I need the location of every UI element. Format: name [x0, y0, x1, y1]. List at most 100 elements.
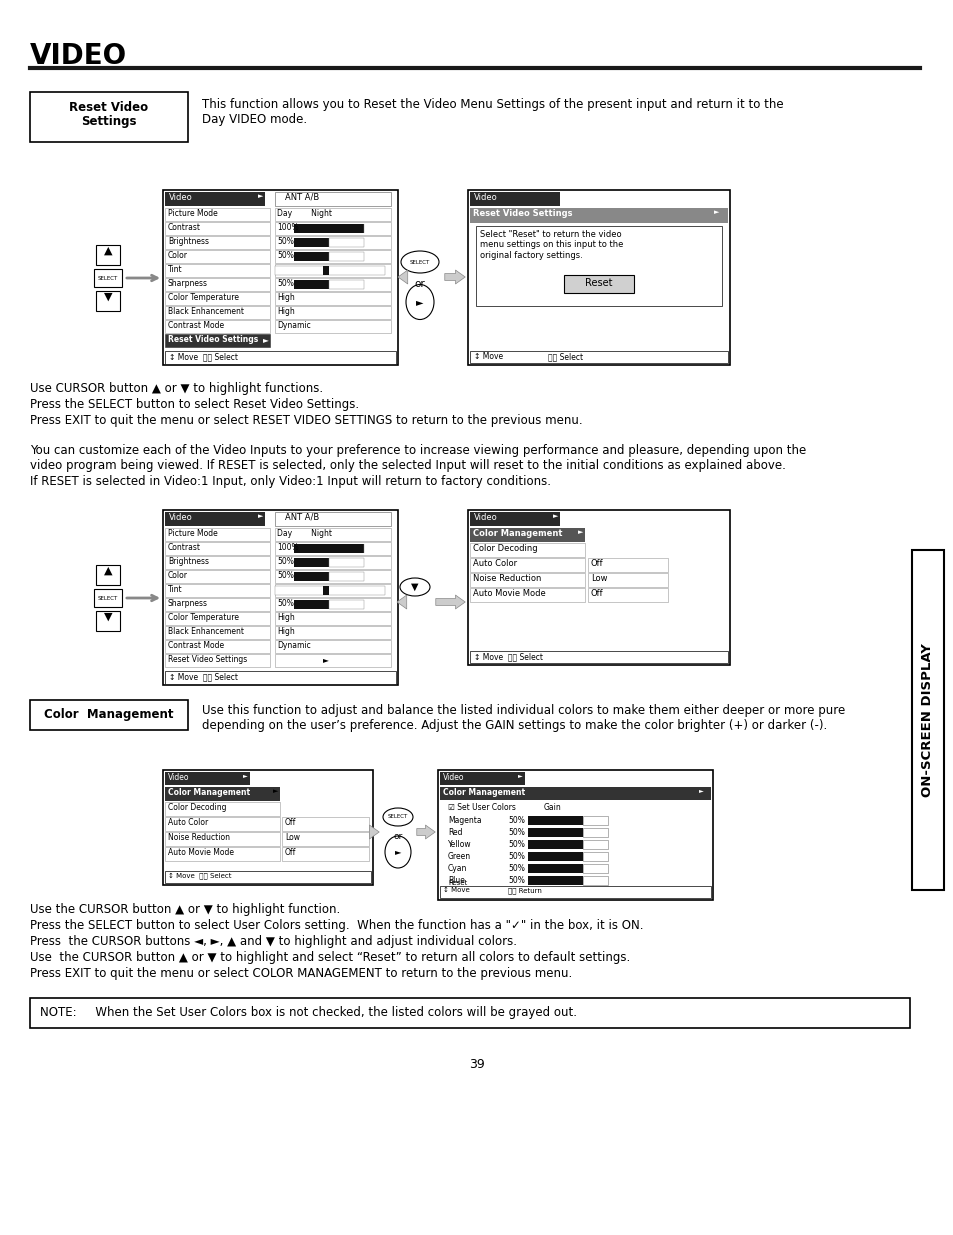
Bar: [294, 280, 329, 289]
Text: Brightness: Brightness: [168, 557, 209, 566]
Bar: [163, 190, 397, 366]
Bar: [911, 550, 943, 890]
Bar: [294, 600, 329, 609]
Text: ▲: ▲: [104, 566, 112, 576]
Bar: [165, 871, 371, 883]
Text: ↕ Move: ↕ Move: [474, 352, 502, 361]
Text: 50%: 50%: [276, 599, 294, 608]
Bar: [165, 626, 270, 638]
Text: Contrast: Contrast: [168, 224, 201, 232]
Text: 50%: 50%: [507, 852, 524, 861]
Text: SELECT: SELECT: [98, 275, 118, 280]
Ellipse shape: [382, 808, 413, 826]
Bar: [329, 280, 364, 289]
Bar: [274, 264, 391, 277]
Bar: [94, 589, 122, 606]
Bar: [329, 572, 364, 580]
Text: Color: Color: [168, 571, 188, 580]
Text: 50%: 50%: [276, 237, 294, 246]
Text: Use this function to adjust and balance the listed individual colors to make the: Use this function to adjust and balance …: [202, 704, 844, 732]
Text: Video: Video: [169, 193, 193, 203]
Bar: [282, 832, 369, 846]
Text: ►: ►: [713, 209, 719, 215]
Bar: [582, 840, 607, 848]
Bar: [165, 598, 270, 611]
Text: Color Decoding: Color Decoding: [473, 543, 537, 553]
Bar: [329, 238, 364, 247]
Text: 39: 39: [469, 1058, 484, 1071]
Text: Gain: Gain: [543, 803, 561, 811]
Text: Off: Off: [285, 818, 296, 827]
Text: 50%: 50%: [276, 571, 294, 580]
Bar: [165, 278, 270, 291]
Text: Color Management: Color Management: [473, 529, 562, 538]
Text: Use  the CURSOR button ▲ or ▼ to highlight and select “Reset” to return all colo: Use the CURSOR button ▲ or ▼ to highligh…: [30, 951, 630, 965]
Bar: [323, 585, 329, 595]
Bar: [165, 584, 270, 597]
Bar: [582, 864, 607, 873]
Text: Press EXIT to quit the menu or select COLOR MANAGEMENT to return to the previous: Press EXIT to quit the menu or select CO…: [30, 967, 572, 981]
Text: Select "Reset" to return the video
menu settings on this input to the
original f: Select "Reset" to return the video menu …: [479, 230, 622, 259]
Text: Brightness: Brightness: [168, 237, 209, 246]
Bar: [527, 816, 582, 825]
Bar: [439, 787, 710, 800]
Bar: [587, 558, 667, 572]
Bar: [282, 818, 369, 831]
Text: Picture Mode: Picture Mode: [168, 529, 217, 538]
Text: ↕ Move  ⓈⓅ Select: ↕ Move ⓈⓅ Select: [168, 872, 232, 879]
Text: Low: Low: [590, 574, 607, 583]
Bar: [582, 852, 607, 861]
Bar: [274, 542, 391, 555]
Bar: [274, 266, 385, 275]
Text: ▲: ▲: [104, 246, 112, 256]
Text: Off: Off: [590, 589, 603, 598]
Bar: [165, 291, 270, 305]
Text: Yellow: Yellow: [448, 840, 471, 848]
Bar: [165, 818, 280, 831]
Bar: [165, 333, 270, 347]
Text: or: or: [415, 279, 425, 289]
Bar: [470, 191, 559, 206]
Text: 100%: 100%: [276, 224, 298, 232]
Ellipse shape: [406, 284, 434, 320]
Bar: [470, 529, 584, 542]
Text: ▼: ▼: [411, 582, 418, 592]
Bar: [294, 543, 364, 553]
Bar: [470, 543, 584, 557]
Text: Video: Video: [474, 193, 497, 203]
Bar: [437, 769, 712, 900]
Text: Contrast Mode: Contrast Mode: [168, 641, 224, 650]
Text: Press EXIT to quit the menu or select RESET VIDEO SETTINGS to return to the prev: Press EXIT to quit the menu or select RE…: [30, 414, 582, 427]
Bar: [294, 238, 329, 247]
Text: ANT A/B: ANT A/B: [285, 513, 319, 522]
Bar: [274, 306, 391, 319]
Bar: [294, 572, 329, 580]
Text: Color: Color: [168, 251, 188, 261]
Text: SELECT: SELECT: [388, 815, 408, 820]
Bar: [165, 207, 270, 221]
Text: Low: Low: [285, 832, 299, 842]
Text: ►: ►: [395, 847, 401, 857]
Bar: [587, 588, 667, 601]
Bar: [563, 275, 634, 293]
Bar: [96, 611, 120, 631]
Text: Reset Video Settings: Reset Video Settings: [168, 655, 247, 664]
Bar: [527, 864, 582, 873]
Text: Reset Video Settings: Reset Video Settings: [168, 335, 258, 345]
Text: Picture Mode: Picture Mode: [168, 209, 217, 219]
Bar: [294, 252, 329, 261]
Text: Cyan: Cyan: [448, 864, 467, 873]
Bar: [470, 351, 727, 363]
Bar: [582, 827, 607, 837]
Text: Reset Video Settings: Reset Video Settings: [473, 209, 572, 219]
Text: Sharpness: Sharpness: [168, 599, 208, 608]
Text: High: High: [276, 308, 294, 316]
Text: ►: ►: [323, 655, 329, 664]
Text: Video: Video: [168, 773, 190, 782]
Text: SELECT: SELECT: [98, 595, 118, 600]
Text: Contrast Mode: Contrast Mode: [168, 321, 224, 330]
Bar: [274, 249, 391, 263]
Text: Sharpness: Sharpness: [168, 279, 208, 288]
Text: Auto Color: Auto Color: [168, 818, 208, 827]
Text: 100%: 100%: [276, 543, 298, 552]
